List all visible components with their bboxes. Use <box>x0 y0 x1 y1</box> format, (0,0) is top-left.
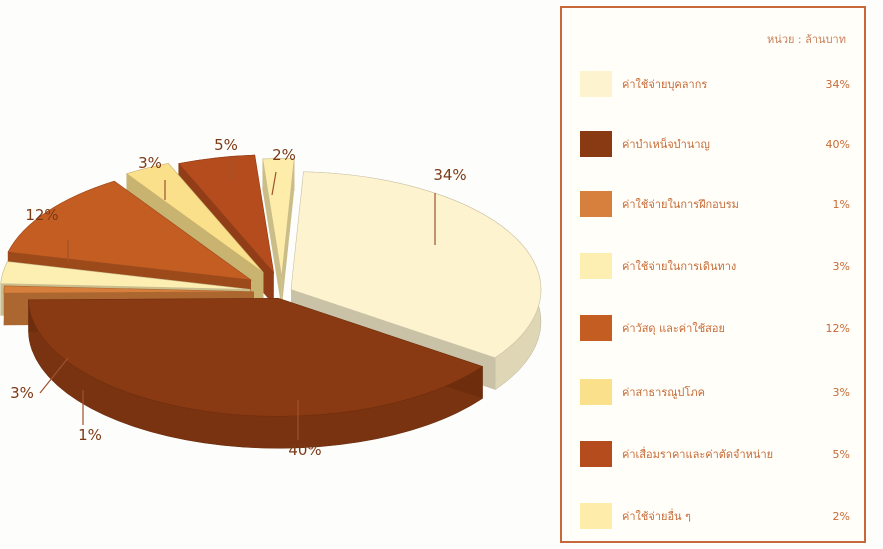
pie-slice-edge-8-2 <box>281 158 295 309</box>
legend-swatch <box>580 131 612 157</box>
legend-value: 1% <box>832 197 850 211</box>
pie-chart: 34% 40% 1% 3% 12% 3% 5% 2% <box>0 136 542 459</box>
legend-swatch <box>580 315 612 341</box>
legend-label: ค่าใช้จ่ายอื่น ๆ <box>622 510 691 523</box>
pie-percent-label: 34% <box>433 166 466 184</box>
legend-swatch <box>580 503 612 529</box>
legend-item: ค่าใช้จ่ายในการฝึกอบรม 1% <box>580 190 850 218</box>
legend-value: 40% <box>825 137 850 151</box>
pie-slice-2 <box>28 298 484 417</box>
legend-label: ค่าใช้จ่ายในการฝึกอบรม <box>622 198 739 211</box>
legend-item: ค่าใช้จ่ายอื่น ๆ 2% <box>580 502 850 530</box>
legend-item: ค่าบำเหน็จบำนาญ 40% <box>580 130 850 158</box>
legend-swatch <box>580 441 612 467</box>
pie-slices <box>0 154 542 417</box>
pie-percent-label: 3% <box>10 384 34 402</box>
pie-slice-edge-8-1 <box>262 158 282 309</box>
pie-percent-label: 12% <box>25 206 58 224</box>
legend-item: ค่าเสื่อมราคาและค่าตัดจำหน่าย 5% <box>580 440 850 468</box>
leader-line-8 <box>271 171 277 196</box>
legend-label: ค่าบำเหน็จบำนาญ <box>622 138 710 151</box>
pie-percent-labels: 34% 40% 1% 3% 12% 3% 5% 2% <box>10 136 467 459</box>
pie-slice-3 <box>3 285 255 294</box>
pie-slice-7 <box>178 154 275 274</box>
leader-line-4 <box>39 357 69 394</box>
legend-label: ค่าเสื่อมราคาและค่าตัดจำหน่าย <box>622 448 774 461</box>
pie-slice-4 <box>0 261 251 290</box>
pie-percent-label: 1% <box>78 426 102 444</box>
pie-slice-5 <box>7 180 253 281</box>
pie-percent-label: 40% <box>288 441 321 459</box>
legend-value: 5% <box>832 447 850 461</box>
legend-swatch <box>580 253 612 279</box>
pie-percent-label: 5% <box>214 136 238 154</box>
legend-value: 3% <box>832 385 850 399</box>
pie-percent-label: 2% <box>272 146 296 164</box>
legend-value: 2% <box>832 509 850 523</box>
legend-label: ค่าวัสดุ และค่าใช้สอย <box>622 322 725 335</box>
legend-item: ค่าวัสดุ และค่าใช้สอย 12% <box>580 314 850 342</box>
legend-item: ค่าสาธารณูปโภค 3% <box>580 378 850 406</box>
legend-value: 12% <box>825 321 850 335</box>
unit-note: หน่วย : ล้านบาท <box>767 33 846 46</box>
pie-slice-1 <box>290 171 542 359</box>
legend-panel: หน่วย : ล้านบาท ค่าใช้จ่ายบุคลากร 34% ค่าบ… <box>560 6 866 543</box>
pie-slice-8 <box>262 158 295 277</box>
legend-value: 3% <box>832 259 850 273</box>
legend-item: ค่าใช้จ่ายบุคลากร 34% <box>580 70 850 98</box>
pie-slice-6 <box>126 163 264 273</box>
legend-label: ค่าใช้จ่ายบุคลากร <box>622 78 708 91</box>
legend-item: ค่าใช้จ่ายในการเดินทาง 3% <box>580 252 850 280</box>
legend-swatch <box>580 379 612 405</box>
legend-swatch <box>580 191 612 217</box>
legend-value: 34% <box>825 77 850 91</box>
pie-percent-label: 3% <box>138 154 162 172</box>
legend-swatch <box>580 71 612 97</box>
legend-label: ค่าใช้จ่ายในการเดินทาง <box>622 260 737 273</box>
legend-label: ค่าสาธารณูปโภค <box>622 386 705 399</box>
